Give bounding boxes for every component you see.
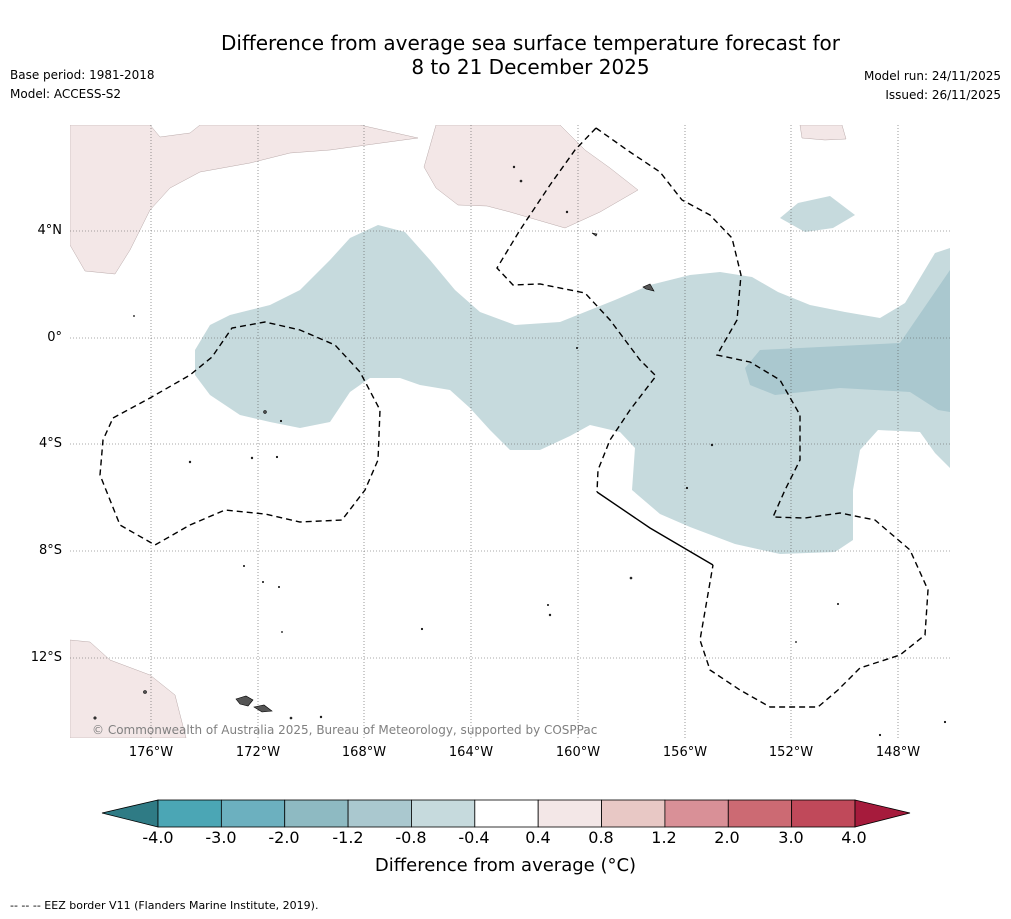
lon-label-176w: 176°W (128, 745, 174, 760)
colorbar-bin (157, 799, 222, 828)
warm-anomaly-region (423, 125, 639, 229)
colorbar-tick: -3.0 (205, 828, 237, 847)
cool-anomaly-region (195, 225, 950, 554)
copyright-notice: © Commonwealth of Australia 2025, Bureau… (92, 723, 598, 737)
colorbar-bin (347, 799, 412, 828)
lon-label-168w: 168°W (341, 745, 387, 760)
meta-left: Base period: 1981-2018 Model: ACCESS-S2 (10, 66, 155, 104)
issued-date: Issued: 26/11/2025 (885, 88, 1001, 102)
colorbar-tick: 2.0 (714, 828, 740, 847)
colorbar-title: Difference from average (°C) (374, 855, 637, 876)
chart-title: Difference from average sea surface temp… (0, 31, 1011, 79)
meta-right: Model run: 24/11/2025 Issued: 26/11/2025 (864, 67, 1001, 105)
eez-border-solid (596, 491, 714, 566)
lat-label-8s: 8°S (38, 543, 62, 558)
colorbar-bin (791, 799, 856, 828)
lon-label-172w: 172°W (235, 745, 281, 760)
colorbar-tick: 1.2 (651, 828, 677, 847)
colorbar-bin (474, 799, 539, 828)
lat-label-4n: 4°N (37, 223, 63, 238)
colorbar-tick: -0.8 (395, 828, 427, 847)
base-period: Base period: 1981-2018 (10, 68, 155, 82)
colorbar-tick: 3.0 (778, 828, 804, 847)
lat-label-4s: 4°S (38, 436, 62, 451)
lat-label-12s: 12°S (30, 650, 62, 665)
colorbar-tick: 0.4 (525, 828, 551, 847)
cool-anomaly-region (780, 196, 855, 232)
model-name: Model: ACCESS-S2 (10, 87, 122, 101)
warm-anomaly-region (70, 639, 187, 738)
colorbar-bin (601, 799, 666, 828)
colorbar-tick: 0.8 (588, 828, 614, 847)
lon-label-156w: 156°W (662, 745, 708, 760)
warm-anomaly-region (70, 125, 419, 275)
lon-label-148w: 148°W (875, 745, 921, 760)
lat-label-0: 0° (47, 330, 62, 345)
lon-label-160w: 160°W (555, 745, 601, 760)
colorbar-bin (727, 799, 793, 828)
colorbar-bin (220, 799, 286, 828)
colorbar-tick: -0.4 (458, 828, 490, 847)
lon-label-152w: 152°W (768, 745, 814, 760)
eez-borders (99, 127, 929, 708)
colorbar-tick: -4.0 (142, 828, 174, 847)
model-run: Model run: 24/11/2025 (863, 69, 1001, 83)
colorbar-bin (664, 799, 729, 828)
colorbar-bin (411, 799, 476, 828)
title-line-2: 8 to 21 December 2025 (411, 55, 650, 79)
lon-label-164w: 164°W (448, 745, 494, 760)
colorbar-bin (284, 799, 349, 828)
colorbar (101, 799, 911, 828)
islands (93, 165, 947, 737)
eez-legend-note: -- -- -- EEZ border V11 (Flanders Marine… (10, 899, 319, 912)
title-line-1: Difference from average sea surface temp… (220, 31, 840, 55)
colorbar-tick: 4.0 (841, 828, 867, 847)
warm-anomaly-region (799, 125, 847, 141)
colorbar-tick: -1.2 (332, 828, 364, 847)
colorbar-extend-high (854, 799, 911, 828)
graticule (70, 125, 950, 738)
cooler-anomaly-region (745, 270, 950, 412)
colorbar-extend-low (101, 799, 159, 828)
colorbar-tick: -2.0 (268, 828, 300, 847)
colorbar-bin (537, 799, 602, 828)
